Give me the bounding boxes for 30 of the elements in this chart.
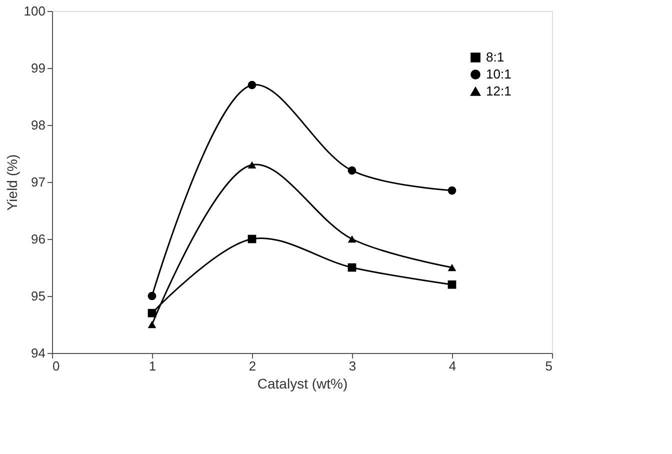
legend-label: 8:1 xyxy=(486,50,504,64)
x-tick-label: 3 xyxy=(348,358,356,374)
y-tick-label: 96 xyxy=(31,232,46,246)
x-tick-label: 4 xyxy=(448,358,456,374)
x-tick-label: 5 xyxy=(545,358,552,374)
point xyxy=(348,166,356,175)
x-tick-label: 1 xyxy=(148,358,156,374)
point xyxy=(248,80,256,90)
legend-label: 10:1 xyxy=(486,66,512,82)
y-tick-label: 94 xyxy=(31,346,46,360)
y-tick-label: 95 xyxy=(31,288,46,304)
x-tick-label: 2 xyxy=(248,358,256,374)
x-tick-label: 0 xyxy=(52,358,60,374)
x-axis-title: Catalyst (wt%) xyxy=(257,376,348,392)
y-tick-label: 97 xyxy=(31,174,46,190)
y-tick-label: 99 xyxy=(31,60,46,76)
point xyxy=(348,263,356,272)
point xyxy=(148,308,156,318)
point xyxy=(448,186,456,195)
point xyxy=(148,292,156,300)
point xyxy=(148,320,156,328)
y-axis-title: Yield (%) xyxy=(4,154,20,211)
point xyxy=(248,234,256,244)
point xyxy=(448,280,456,289)
y-tick-label: 100 xyxy=(24,4,46,18)
point xyxy=(348,235,356,243)
point xyxy=(448,264,456,272)
y-tick-label: 98 xyxy=(31,118,46,132)
point xyxy=(248,161,256,169)
legend-label: 12:1 xyxy=(486,84,512,98)
